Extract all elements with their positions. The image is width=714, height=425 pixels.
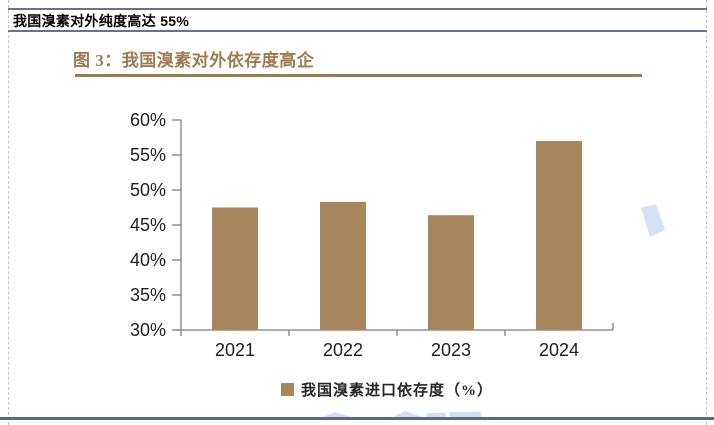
bar-2021 (212, 207, 258, 330)
y-tick-label: 30% (130, 320, 166, 340)
legend-label: 我国溴素进口依存度（%） (301, 383, 494, 399)
bar-2022 (320, 201, 366, 330)
y-tick-label: 45% (130, 215, 166, 235)
y-tick-label: 35% (130, 285, 166, 305)
x-category-label: 2021 (215, 340, 255, 360)
x-category-label: 2024 (539, 340, 579, 360)
figure-title: 图 3：我国溴素对外依存度高企 (73, 51, 315, 70)
left-page-guide-line (8, 0, 9, 425)
x-category-label: 2023 (431, 340, 471, 360)
header-top-rule (8, 8, 707, 10)
y-tick-label: 50% (130, 180, 166, 200)
chart-legend: 我国溴素进口依存度（%） (281, 379, 493, 400)
bar-2024 (536, 141, 582, 330)
page-bottom-rule (0, 417, 714, 420)
right-page-guide-line (706, 0, 707, 425)
y-tick-label: 60% (130, 110, 166, 130)
y-tick-label: 40% (130, 250, 166, 270)
legend-swatch (281, 383, 294, 396)
x-category-label: 2022 (323, 340, 363, 360)
report-header-title: 我国溴素对外纯度高达 55% (13, 13, 190, 29)
y-tick-label: 55% (130, 145, 166, 165)
header-bottom-rule (8, 30, 707, 32)
bar-2023 (428, 215, 474, 330)
figure-title-underline (75, 74, 642, 77)
